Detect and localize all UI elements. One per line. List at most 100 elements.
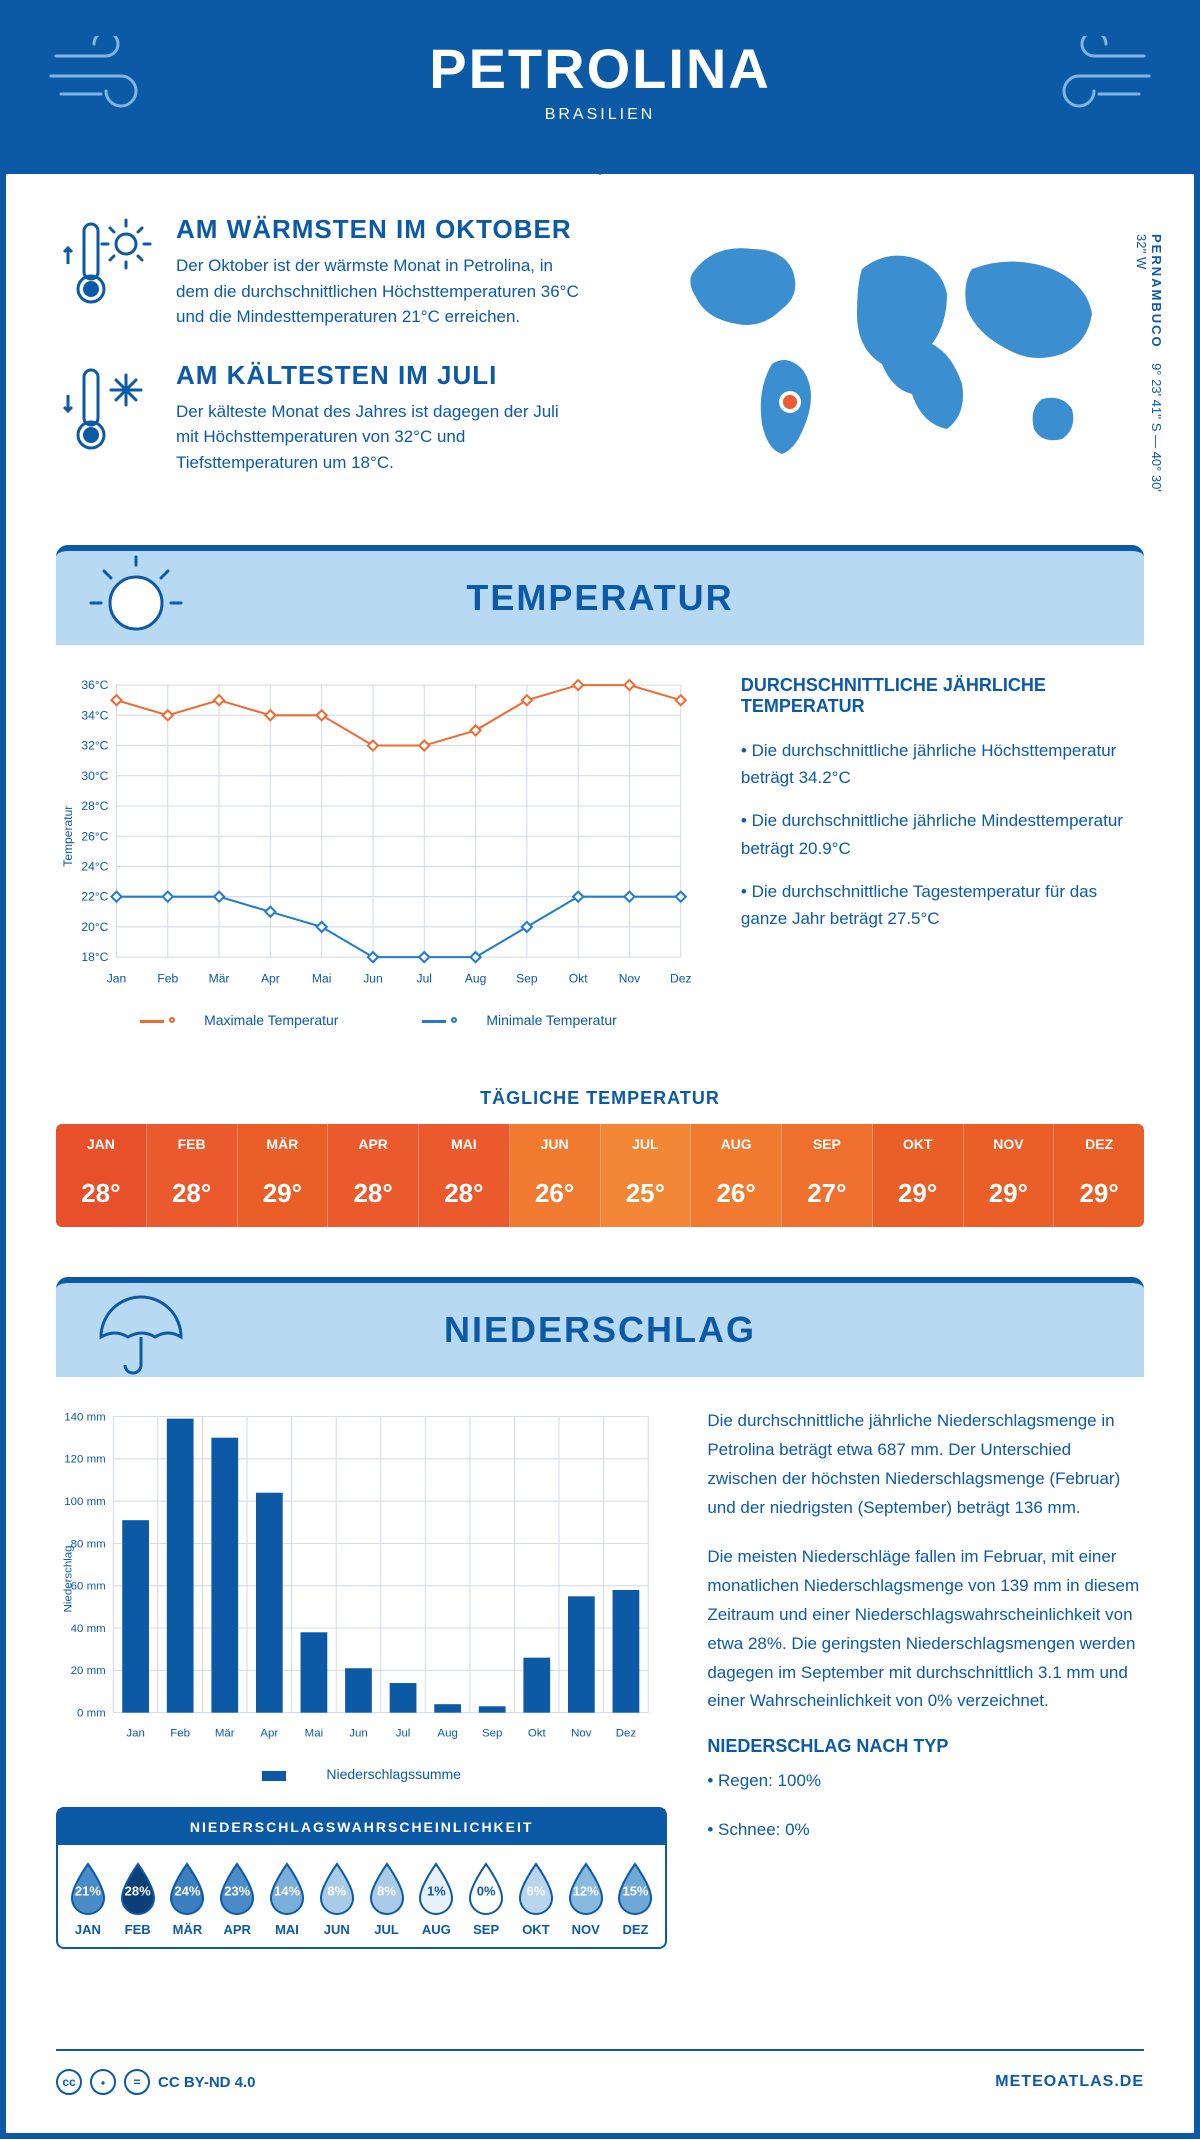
nd-icon: =	[124, 2069, 150, 2095]
country-subtitle: BRASILIEN	[26, 106, 1174, 124]
daily-temp-title: TÄGLICHE TEMPERATUR	[56, 1088, 1144, 1109]
precip-legend: Niederschlagssumme	[56, 1766, 667, 1782]
precipitation-text: Die durchschnittliche jährliche Niedersc…	[707, 1407, 1144, 1949]
warmest-text: Der Oktober ist der wärmste Monat in Pet…	[176, 253, 580, 330]
temperature-summary: DURCHSCHNITTLICHE JÄHRLICHE TEMPERATUR •…	[741, 675, 1144, 1028]
raindrop-icon: 1%	[414, 1860, 458, 1916]
svg-text:Apr: Apr	[260, 1728, 278, 1740]
raindrop-icon: 28%	[116, 1860, 160, 1916]
thermometer-cold-icon	[56, 360, 156, 460]
state-label: PERNAMBUCO	[1149, 234, 1164, 349]
daily-cell: SEP27°	[782, 1124, 873, 1227]
site-name: METEOATLAS.DE	[995, 2073, 1144, 2091]
svg-text:Aug: Aug	[437, 1728, 457, 1740]
svg-text:Niederschlag: Niederschlag	[62, 1546, 74, 1613]
svg-text:Feb: Feb	[170, 1728, 190, 1740]
svg-text:0 mm: 0 mm	[77, 1708, 106, 1720]
prob-cell: 12% NOV	[561, 1860, 611, 1937]
daily-cell: OKT29°	[873, 1124, 964, 1227]
svg-text:Dez: Dez	[616, 1728, 637, 1740]
coldest-block: AM KÄLTESTEN IM JULI Der kälteste Monat …	[56, 360, 580, 476]
cc-icon: cc	[56, 2069, 82, 2095]
svg-text:Jun: Jun	[349, 1728, 367, 1740]
svg-text:Mai: Mai	[312, 971, 331, 985]
prob-cell: 21% JAN	[63, 1860, 113, 1937]
temperature-title: TEMPERATUR	[466, 577, 733, 619]
chevron-down-icon	[570, 150, 630, 175]
precip-paragraph: Die meisten Niederschläge fallen im Febr…	[707, 1543, 1144, 1716]
svg-text:Mär: Mär	[209, 971, 230, 985]
prob-cell: 8% JUL	[362, 1860, 412, 1937]
prob-cell: 6% OKT	[511, 1860, 561, 1937]
temp-summary-title: DURCHSCHNITTLICHE JÄHRLICHE TEMPERATUR	[741, 675, 1144, 717]
svg-text:28°C: 28°C	[81, 799, 108, 813]
daily-cell: MAI28°	[419, 1124, 510, 1227]
precipitation-title: NIEDERSCHLAG	[444, 1309, 756, 1351]
raindrop-icon: 12%	[564, 1860, 608, 1916]
svg-text:80 mm: 80 mm	[71, 1539, 106, 1551]
top-info-row: AM WÄRMSTEN IM OKTOBER Der Oktober ist d…	[56, 214, 1144, 505]
svg-text:Nov: Nov	[619, 971, 640, 985]
svg-text:Okt: Okt	[569, 971, 588, 985]
precip-type-snow: • Schnee: 0%	[707, 1816, 1144, 1845]
umbrella-icon	[86, 1287, 186, 1377]
daily-cell: APR28°	[328, 1124, 419, 1227]
precip-paragraph: Die durchschnittliche jährliche Niedersc…	[707, 1407, 1144, 1523]
world-map-icon	[620, 214, 1144, 494]
svg-text:Temperatur: Temperatur	[61, 806, 75, 867]
temp-bullet: • Die durchschnittliche jährliche Mindes…	[741, 807, 1144, 861]
warmest-block: AM WÄRMSTEN IM OKTOBER Der Oktober ist d…	[56, 214, 580, 330]
raindrop-icon: 14%	[265, 1860, 309, 1916]
svg-text:Aug: Aug	[465, 971, 486, 985]
daily-temp-row: JAN28°FEB28°MÄR29°APR28°MAI28°JUN26°JUL2…	[56, 1124, 1144, 1227]
svg-text:Jul: Jul	[396, 1728, 411, 1740]
svg-text:24°C: 24°C	[81, 859, 108, 873]
svg-text:120 mm: 120 mm	[64, 1454, 105, 1466]
svg-text:Apr: Apr	[261, 971, 280, 985]
svg-text:36°C: 36°C	[81, 678, 108, 692]
prob-cell: 23% APR	[212, 1860, 262, 1937]
coldest-text: Der kälteste Monat des Jahres ist dagege…	[176, 399, 580, 476]
warmest-title: AM WÄRMSTEN IM OKTOBER	[176, 214, 580, 245]
svg-text:Mär: Mär	[215, 1728, 235, 1740]
prob-cell: 14% MAI	[262, 1860, 312, 1937]
prob-title: NIEDERSCHLAGSWAHRSCHEINLICHKEIT	[58, 1809, 665, 1845]
prob-cell: 8% JUN	[312, 1860, 362, 1937]
svg-text:Sep: Sep	[482, 1728, 502, 1740]
svg-text:Jun: Jun	[363, 971, 382, 985]
wind-icon	[46, 36, 166, 116]
prob-cell: 15% DEZ	[611, 1860, 661, 1937]
svg-text:Jan: Jan	[107, 971, 126, 985]
precip-type-rain: • Regen: 100%	[707, 1767, 1144, 1796]
daily-cell: MÄR29°	[238, 1124, 329, 1227]
map-column: PERNAMBUCO 9° 23' 41'' S — 40° 30' 32'' …	[620, 214, 1144, 505]
footer: cc 🞄 = CC BY-ND 4.0 METEOATLAS.DE	[56, 2049, 1144, 2113]
svg-text:Okt: Okt	[528, 1728, 547, 1740]
precipitation-banner: NIEDERSCHLAG	[56, 1277, 1144, 1377]
daily-cell: AUG26°	[691, 1124, 782, 1227]
raindrop-icon: 21%	[66, 1860, 110, 1916]
prob-cell: 28% FEB	[113, 1860, 163, 1937]
temperature-banner: TEMPERATUR	[56, 545, 1144, 645]
temperature-legend: Maximale Temperatur Minimale Temperatur	[56, 1012, 701, 1028]
svg-text:100 mm: 100 mm	[64, 1496, 105, 1508]
daily-cell: JUL25°	[601, 1124, 692, 1227]
by-icon: 🞄	[90, 2069, 116, 2095]
raindrop-icon: 8%	[315, 1860, 359, 1916]
daily-cell: NOV29°	[964, 1124, 1055, 1227]
svg-text:Dez: Dez	[670, 971, 691, 985]
temperature-chart: 18°C20°C22°C24°C26°C28°C30°C32°C34°C36°C…	[56, 675, 701, 1028]
svg-text:Jul: Jul	[417, 971, 432, 985]
city-title: PETROLINA	[26, 36, 1174, 101]
svg-text:Mai: Mai	[305, 1728, 323, 1740]
svg-text:20°C: 20°C	[81, 920, 108, 934]
header: PETROLINA BRASILIEN	[6, 6, 1194, 174]
temp-bullet: • Die durchschnittliche jährliche Höchst…	[741, 737, 1144, 791]
coldest-title: AM KÄLTESTEN IM JULI	[176, 360, 580, 391]
license-text: CC BY-ND 4.0	[158, 2074, 256, 2091]
svg-text:Jan: Jan	[126, 1728, 144, 1740]
svg-text:20 mm: 20 mm	[71, 1666, 106, 1678]
svg-text:40 mm: 40 mm	[71, 1623, 106, 1635]
raindrop-icon: 15%	[613, 1860, 657, 1916]
svg-text:18°C: 18°C	[81, 950, 108, 964]
